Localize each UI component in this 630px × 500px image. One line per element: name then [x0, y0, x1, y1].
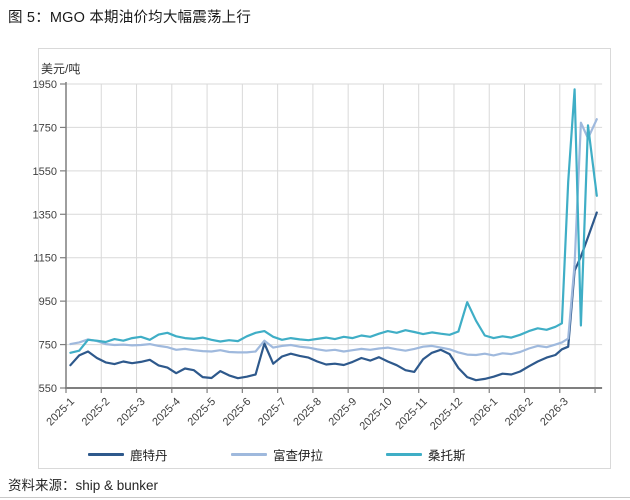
x-tick-label: 2025-11	[393, 396, 429, 432]
bottom-divider	[0, 497, 630, 498]
legend-item-fujairah: 富查伊拉	[231, 446, 324, 463]
x-tick-label: 2025-10	[358, 396, 395, 433]
legend-label: 桑托斯	[428, 448, 466, 463]
x-tick-label: 2025-6	[221, 396, 254, 429]
x-tick-label: 2026-1	[468, 396, 501, 429]
x-tick-label: 2025-1	[44, 396, 77, 429]
y-tick-label: 1750	[33, 122, 57, 134]
x-tick-label: 2025-2	[80, 396, 113, 429]
legend-line-swatch	[386, 452, 422, 456]
legend-item-rotterdam: 鹿特丹	[88, 446, 168, 463]
x-tick-label: 2025-7	[256, 396, 289, 429]
y-tick-label: 1550	[33, 166, 57, 178]
legend-item-santos: 桑托斯	[386, 446, 466, 463]
page-title: 图 5：MGO 本期油价均大幅震荡上行	[8, 10, 252, 26]
legend-line-swatch	[231, 452, 267, 456]
chart-frame	[38, 48, 611, 469]
x-tick-label: 2025-9	[327, 396, 360, 429]
y-tick-label: 1150	[33, 253, 57, 265]
x-tick-label: 2025-12	[428, 396, 465, 433]
y-tick-label: 1950	[33, 79, 57, 91]
x-tick-label: 2026-3	[538, 396, 571, 429]
y-tick-label: 750	[39, 340, 57, 352]
x-tick-label: 2025-3	[115, 396, 148, 429]
series-line-桑托斯	[69, 88, 598, 354]
series-line-富查伊拉	[69, 118, 598, 357]
y-tick-label: 550	[39, 383, 57, 395]
y-axis-unit-label: 美元/吨	[41, 62, 81, 76]
y-tick-label: 1350	[33, 209, 57, 221]
x-tick-label: 2025-5	[185, 396, 218, 429]
source-attribution: 资料来源：ship & bunker	[8, 478, 159, 493]
x-tick-label: 2025-4	[150, 396, 183, 429]
legend-line-swatch	[88, 452, 124, 456]
legend-label: 鹿特丹	[130, 448, 168, 463]
y-tick-label: 950	[39, 296, 57, 308]
x-tick-label: 2026-2	[503, 396, 536, 429]
legend-label: 富查伊拉	[273, 448, 324, 463]
x-tick-label: 2025-8	[291, 396, 324, 429]
series-line-鹿特丹	[69, 211, 598, 382]
